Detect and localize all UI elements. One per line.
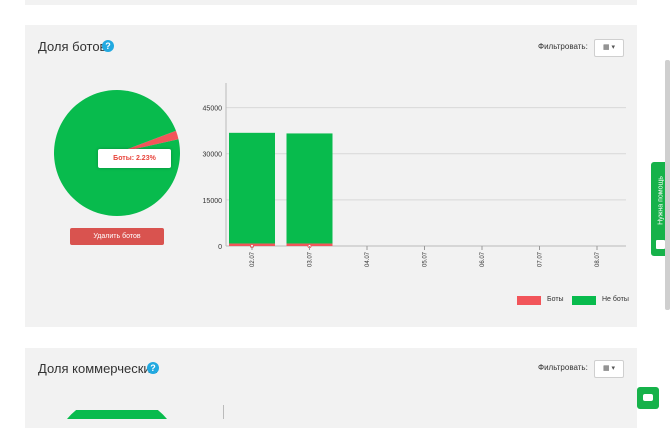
bar-not-bots[interactable] — [229, 132, 275, 244]
calendar-icon: ▦ — [602, 44, 610, 51]
help-side-tab-label: Нужна помощь — [657, 176, 665, 225]
filter-button[interactable]: ▦ ▾ — [594, 39, 624, 57]
chart-axis — [223, 405, 224, 419]
scrollbar-thumb[interactable] — [665, 60, 670, 310]
y-tick-label: 15000 — [203, 198, 223, 205]
panel-title-commercial: Доля коммерческих — [38, 361, 158, 376]
previous-panel-bottom — [25, 0, 637, 5]
x-tick-label: 04.07 — [365, 251, 371, 267]
legend-swatch-bots — [517, 296, 541, 305]
commercial-pie-chart-top — [67, 410, 167, 419]
y-tick-label: 30000 — [203, 152, 223, 159]
legend-label-bots: Боты — [547, 296, 564, 303]
x-tick-label: 08.07 — [595, 251, 601, 267]
legend-swatch-not-bots — [572, 296, 596, 305]
chevron-down-icon: ▾ — [611, 365, 616, 372]
chevron-down-icon: ▾ — [611, 44, 616, 51]
x-tick-label: 02.07 — [250, 251, 256, 267]
x-tick-label: 06.07 — [480, 251, 486, 267]
y-tick-label: 0 — [218, 244, 222, 251]
filter-label-commercial: Фильтровать: — [538, 363, 588, 372]
help-icon[interactable]: ? — [102, 40, 114, 52]
legend-label-not-bots: Не боты — [602, 296, 629, 303]
chat-button[interactable] — [637, 387, 659, 409]
x-tick-label: 07.07 — [538, 251, 544, 267]
pie-slice-bots[interactable] — [117, 130, 179, 153]
delete-bots-button[interactable]: Удалить ботов — [70, 228, 164, 245]
help-icon[interactable]: ? — [147, 362, 159, 374]
calendar-icon: ▦ — [602, 365, 610, 372]
filter-button-commercial[interactable]: ▦ ▾ — [594, 360, 624, 378]
filter-label: Фильтровать: — [538, 42, 588, 51]
panel-title: Доля ботов — [38, 39, 107, 54]
envelope-icon — [656, 240, 665, 249]
y-tick-label: 45000 — [203, 106, 223, 113]
pie-tooltip: Боты: 2.23% — [98, 149, 171, 168]
x-tick-label: 03.07 — [308, 251, 314, 267]
bar-not-bots[interactable] — [286, 133, 333, 244]
bots-bar-chart: 0 15000 30000 45000 02.07 03.07 04.07 05.07 06.… — [203, 83, 626, 267]
x-tick-label: 05.07 — [423, 251, 429, 267]
chat-bubble-icon — [643, 394, 653, 401]
